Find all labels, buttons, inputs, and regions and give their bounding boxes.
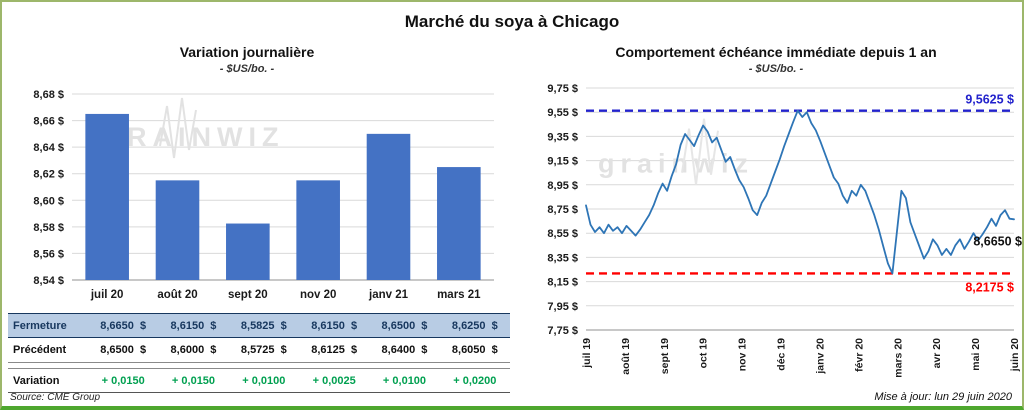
source-note: Source: CME Group <box>10 392 101 403</box>
table-cell: + 0,0025 <box>312 374 356 387</box>
bar <box>437 167 481 280</box>
x-month-label: févr 20 <box>853 338 865 372</box>
bar <box>226 223 270 280</box>
y-tick-label: 7,95 $ <box>547 301 578 313</box>
x-category-label: nov 20 <box>300 289 336 301</box>
x-month-label: mars 20 <box>892 338 904 378</box>
bar <box>366 133 411 280</box>
updated-note: Mise à jour: lun 29 juin 2020 <box>874 391 1012 403</box>
y-tick-label: 8,15 $ <box>547 277 578 289</box>
table-cell: 8,5725 $ <box>240 344 287 356</box>
table-row-precedent: Précédent 8,6500 $ 8,6000 $ 8,5725 $ 8,6125 … <box>8 338 510 363</box>
y-tick-label: 8,66 $ <box>33 116 64 128</box>
low-line-label: 8,2175 $ <box>965 280 1014 294</box>
x-month-label: juil 19 <box>581 338 593 369</box>
x-category-label: juil 20 <box>90 289 124 301</box>
table-cell: 8,5825 $ <box>240 319 287 332</box>
table-cell: 8,6250 $ <box>451 319 498 332</box>
y-tick-label: 8,68 $ <box>33 89 64 101</box>
x-month-label: mai 20 <box>970 338 982 371</box>
daily-variation-bar-chart: 8,54 $ 8,56 $ 8,58 $ 8,60 $ 8,62 $ 8,64 $ 8,66… <box>33 89 494 301</box>
y-tick-label: 8,35 $ <box>547 252 578 264</box>
page-title: Marché du soya à Chicago <box>404 12 620 31</box>
x-month-label: avr 20 <box>931 338 943 369</box>
watermark-squiggle <box>159 97 197 159</box>
x-month-label: août 19 <box>620 338 632 375</box>
y-tick-label: 8,64 $ <box>33 142 64 154</box>
table-row-variation: Variation + 0,0150 + 0,0150 + 0,0100 + 0,002… <box>8 368 510 393</box>
table-cell: 8,6400 $ <box>381 344 428 356</box>
price-table: Fermeture 8,6650 $ 8,6150 $ 8,5825 $ 8,6150 … <box>8 313 510 393</box>
watermark-squiggle <box>681 118 719 185</box>
y-tick-label: 8,95 $ <box>547 180 578 192</box>
x-category-label: sept 20 <box>228 289 268 301</box>
y-tick-label: 7,75 $ <box>547 325 578 337</box>
table-cell: 8,6650 $ <box>100 319 147 332</box>
y-tick-label: 9,35 $ <box>547 131 578 143</box>
y-tick-label: 9,55 $ <box>547 107 578 119</box>
x-month-label: déc 19 <box>776 338 788 371</box>
table-cell: + 0,0100 <box>242 374 286 387</box>
y-tick-label: 8,56 $ <box>33 248 64 260</box>
table-cell: 8,6150 $ <box>311 319 358 332</box>
y-tick-label: 9,15 $ <box>547 156 578 168</box>
daily-variation-units: - $US/bo. - <box>219 63 275 75</box>
table-row-fermeture: Fermeture 8,6650 $ 8,6150 $ 8,5825 $ 8,6150 … <box>8 313 510 338</box>
x-month-label: oct 19 <box>698 338 710 369</box>
x-month-label: sept 19 <box>659 338 671 374</box>
row-label: Précédent <box>13 344 67 356</box>
x-category-label: août 20 <box>157 289 197 301</box>
bar <box>155 180 200 280</box>
high-line-label: 9,5625 $ <box>965 93 1014 107</box>
y-tick-label: 8,58 $ <box>33 222 64 234</box>
table-cell: + 0,0150 <box>101 374 145 387</box>
x-month-label: janv 20 <box>814 338 826 375</box>
front-month-units: - $US/bo. - <box>748 63 804 75</box>
table-cell: 8,6000 $ <box>170 344 217 356</box>
daily-variation-title: Variation journalière <box>179 44 315 60</box>
x-category-label: mars 21 <box>437 289 481 301</box>
table-cell: 8,6500 $ <box>381 319 428 332</box>
last-price-label: 8,6650 $ <box>973 234 1022 248</box>
y-tick-label: 8,75 $ <box>547 204 578 216</box>
x-month-label: juin 20 <box>1009 338 1021 372</box>
y-tick-label: 8,55 $ <box>547 228 578 240</box>
table-cell: + 0,0150 <box>171 374 216 387</box>
table-cell: 8,6500 $ <box>100 344 147 356</box>
table-cell: 8,6125 $ <box>311 344 358 356</box>
price-line <box>585 109 1015 275</box>
row-label: Variation <box>13 374 60 387</box>
y-tick-label: 8,62 $ <box>33 169 64 181</box>
x-month-label: nov 19 <box>737 338 749 371</box>
front-month-title: Comportement échéance immédiate depuis 1… <box>615 44 937 60</box>
table-cell: + 0,0200 <box>453 374 497 387</box>
bar <box>296 180 340 280</box>
x-category-label: janv 21 <box>368 289 409 301</box>
y-tick-label: 8,60 $ <box>33 195 64 207</box>
table-cell: + 0,0100 <box>382 374 427 387</box>
bar <box>85 113 129 280</box>
table-cell: 8,6050 $ <box>451 344 498 356</box>
y-tick-label: 8,54 $ <box>33 275 64 287</box>
table-cell: 8,6150 $ <box>170 319 217 332</box>
y-tick-label: 9,75 $ <box>547 83 578 95</box>
front-month-line-chart: 7,75 $ 7,95 $ 8,15 $ 8,35 $ 8,55 $ 8,75 $ 8,95… <box>547 83 1022 378</box>
row-label: Fermeture <box>13 319 67 332</box>
